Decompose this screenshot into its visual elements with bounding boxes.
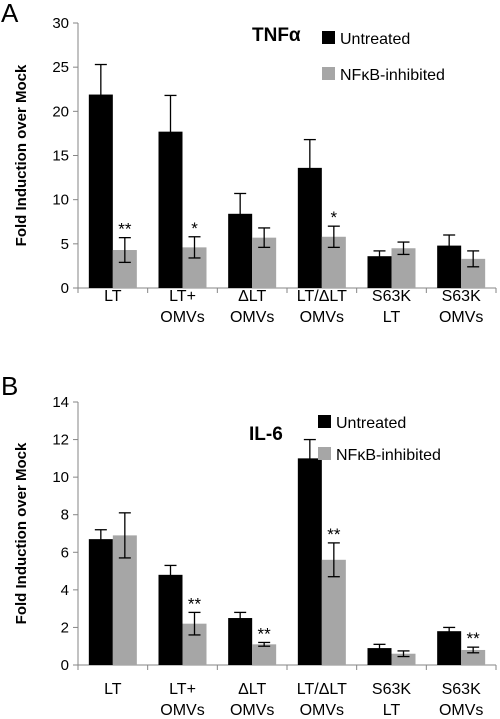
category-label: S63K xyxy=(372,681,411,698)
legend-label: NFκB-inhibited xyxy=(336,447,441,464)
y-tick-label: 20 xyxy=(52,103,69,120)
y-tick-label: 6 xyxy=(61,544,69,561)
legend-swatch xyxy=(318,447,331,460)
y-tick-label: 2 xyxy=(61,619,69,636)
panel-letter: B xyxy=(1,371,18,401)
significance-marker: * xyxy=(331,208,338,227)
category-label: LT xyxy=(104,681,122,698)
category-label: S63K xyxy=(442,681,481,698)
panel-a: A TNFα Fold Induction over Mock 0 5 10 15 20 25 3… xyxy=(1,0,497,326)
y-tick-label: 10 xyxy=(52,192,69,209)
bar-nfkb-inhibited xyxy=(391,653,416,665)
y-tick-label: 5 xyxy=(61,236,69,253)
bar-nfkb-inhibited xyxy=(252,644,277,665)
legend-swatch xyxy=(322,67,335,80)
significance-marker: * xyxy=(191,219,198,238)
category-label: OMVs xyxy=(439,702,483,719)
category-label: OMVs xyxy=(230,702,274,719)
significance-marker: ** xyxy=(188,594,202,613)
y-tick-label: 25 xyxy=(52,59,69,76)
bar-untreated xyxy=(437,631,462,665)
bar-untreated xyxy=(297,458,322,665)
category-label: S63K xyxy=(372,288,411,305)
bar-untreated xyxy=(88,94,113,288)
significance-marker: ** xyxy=(467,629,481,648)
category-label: OMVs xyxy=(300,702,344,719)
category-label: LT+ xyxy=(169,681,196,698)
y-tick-label: 4 xyxy=(61,582,69,599)
y-axis-title: Fold Induction over Mock xyxy=(13,442,30,624)
category-label: LT xyxy=(383,309,401,326)
legend-swatch xyxy=(322,31,335,44)
panel-b: B IL-6 Fold Induction over Mock 0 2 4 6 8 10 12 14… xyxy=(1,371,497,719)
chart-title: IL-6 xyxy=(249,424,283,445)
y-tick-label: 12 xyxy=(52,432,69,449)
bar-untreated xyxy=(228,618,253,665)
category-label: LT xyxy=(383,702,401,719)
category-label: LT xyxy=(104,288,122,305)
category-label: OMVs xyxy=(160,702,204,719)
category-label: ΔLT xyxy=(238,681,266,698)
chart-title: TNFα xyxy=(252,25,301,46)
category-label: LT/ΔLT xyxy=(297,288,347,305)
significance-marker: ** xyxy=(118,220,132,239)
y-tick-label: 0 xyxy=(61,657,69,674)
y-tick-label: 8 xyxy=(61,507,69,524)
y-tick-label: 0 xyxy=(61,280,69,297)
significance-marker: ** xyxy=(258,624,272,643)
y-tick-label: 14 xyxy=(52,394,69,411)
bar-untreated xyxy=(88,539,113,665)
category-label: OMVs xyxy=(230,309,274,326)
legend-label: NFκB-inhibited xyxy=(340,67,445,84)
legend-label: Untreated xyxy=(340,31,410,48)
y-tick-label: 30 xyxy=(52,15,69,32)
y-tick-label: 15 xyxy=(52,148,69,165)
category-label: LT+ xyxy=(169,288,196,305)
legend-label: Untreated xyxy=(336,415,406,432)
panel-letter: A xyxy=(1,0,19,28)
category-label: OMVs xyxy=(439,309,483,326)
category-label: S63K xyxy=(442,288,481,305)
significance-marker: ** xyxy=(327,525,341,544)
legend-swatch xyxy=(318,415,331,428)
category-label: ΔLT xyxy=(238,288,266,305)
bar-untreated xyxy=(158,574,183,665)
category-label: OMVs xyxy=(160,309,204,326)
y-tick-label: 10 xyxy=(52,469,69,486)
category-label: LT/ΔLT xyxy=(297,681,347,698)
y-axis-title: Fold Induction over Mock xyxy=(13,64,30,246)
bar-nfkb-inhibited xyxy=(461,649,486,665)
category-label: OMVs xyxy=(300,309,344,326)
